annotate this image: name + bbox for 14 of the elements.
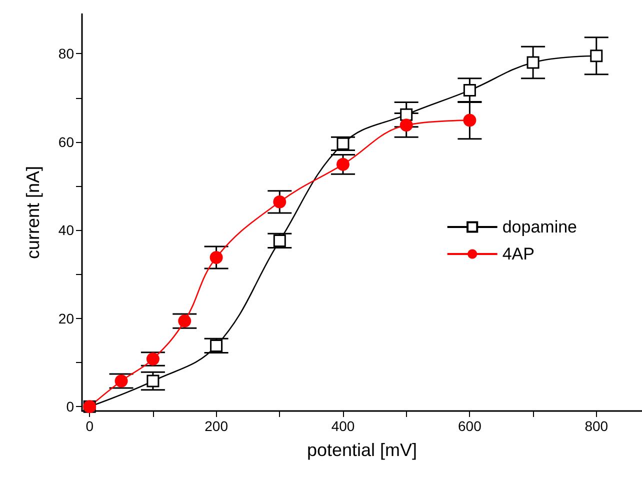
- legend-label: 4AP: [502, 244, 534, 264]
- x-tick-label: 400: [331, 418, 355, 434]
- y-axis-title: current [nA]: [23, 166, 43, 260]
- y-tick-label: 20: [58, 310, 74, 326]
- y-tick-label: 0: [66, 398, 74, 415]
- y-tick-label: 80: [58, 46, 74, 62]
- x-axis-title: potential [mV]: [306, 440, 418, 460]
- x-tick-label: 0: [86, 418, 94, 434]
- y-tick-label: 60: [58, 134, 74, 150]
- legend-label: dopamine: [502, 218, 578, 236]
- y-tick-label: 40: [58, 222, 74, 238]
- x-tick-label: 800: [584, 418, 608, 434]
- x-tick-label: 200: [204, 418, 228, 434]
- x-tick-label: 600: [458, 418, 482, 434]
